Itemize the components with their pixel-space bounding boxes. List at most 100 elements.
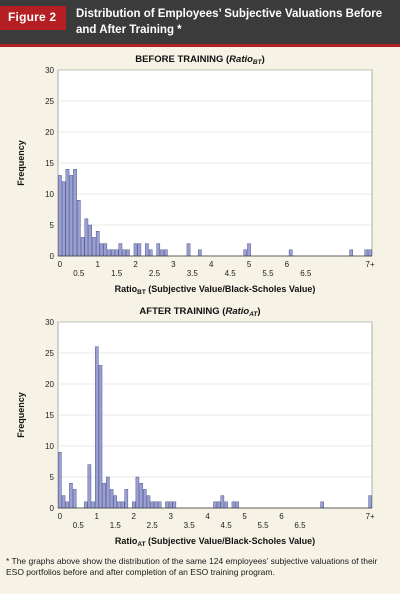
before-bar — [368, 249, 372, 257]
before-y-tick-label: 5 — [50, 221, 55, 230]
after-bar — [168, 501, 173, 509]
before-bar — [160, 249, 164, 257]
header-accent-rule — [0, 44, 400, 47]
after-bar — [154, 501, 158, 509]
before-bar — [243, 249, 248, 257]
after-y-tick-label: 5 — [50, 473, 55, 482]
after-x-tick-label: 3.5 — [184, 521, 196, 530]
before-bar — [364, 249, 369, 257]
before-chart-title: BEFORE TRAINING (RatioBT) — [135, 54, 265, 66]
before-training-chart: BEFORE TRAINING (RatioBT)05101520253000.… — [16, 54, 375, 296]
before-bar — [148, 249, 153, 257]
after-x-tick-label: 0 — [58, 512, 63, 521]
after-x-tick-label: 2.5 — [147, 521, 159, 530]
after-bar — [83, 501, 88, 509]
after-bar — [98, 365, 103, 509]
footnote: * The graphs above show the distribution… — [6, 556, 378, 577]
before-x-tick-label: 4 — [209, 260, 214, 269]
after-bar — [172, 501, 177, 509]
after-x-tick-label: 5.5 — [257, 521, 269, 530]
after-bar — [139, 482, 143, 509]
after-bar — [109, 489, 114, 509]
before-x-tick-label: 3.5 — [187, 269, 199, 278]
before-y-tick-label: 20 — [45, 128, 54, 137]
before-x-tick-label: 6.5 — [300, 269, 312, 278]
before-y-axis-label: Frequency — [16, 140, 26, 186]
after-bar — [146, 495, 151, 509]
before-x-tick-label: 7+ — [366, 260, 375, 269]
after-x-tick-label: 2 — [132, 512, 137, 521]
before-bar — [92, 237, 96, 257]
after-bar — [157, 501, 162, 509]
after-y-tick-label: 10 — [45, 442, 54, 451]
before-bar — [95, 230, 100, 257]
chart-title-end: ) — [262, 54, 265, 65]
after-y-tick-label: 15 — [45, 411, 54, 420]
after-y-axis-label: Frequency — [16, 392, 26, 438]
before-bar — [69, 175, 74, 257]
chart-title-main: BEFORE TRAINING ( — [135, 54, 230, 65]
after-bar — [102, 482, 106, 509]
after-bar — [117, 501, 121, 509]
before-bar — [88, 224, 92, 257]
before-bar — [84, 218, 89, 257]
before-training-chart-wrap: BEFORE TRAINING (RatioBT) 0 5 10 15 20 25 30 0 0.… — [0, 50, 400, 300]
after-bar — [124, 489, 129, 509]
after-x-tick-label: 0.5 — [73, 521, 85, 530]
before-bar — [145, 243, 149, 257]
after-x-tick-label: 4 — [205, 512, 210, 521]
after-x-tick-label: 7+ — [366, 512, 375, 521]
chart-title-main: AFTER TRAINING ( — [139, 306, 226, 317]
before-x-tick-label: 1 — [95, 260, 100, 269]
after-bar — [61, 495, 66, 509]
after-bar — [165, 501, 169, 509]
before-bar — [80, 237, 85, 257]
before-x-tick-label: 1.5 — [111, 269, 123, 278]
chart-title-end: ) — [257, 306, 260, 317]
before-x-tick-label: 2.5 — [149, 269, 161, 278]
before-bar — [198, 249, 202, 257]
before-bar — [247, 243, 251, 257]
before-bar — [114, 249, 119, 257]
before-y-tick-label: 30 — [45, 66, 54, 75]
before-bar — [137, 243, 142, 257]
before-bar — [111, 249, 115, 257]
before-bar — [349, 249, 353, 257]
after-x-tick-label: 6.5 — [294, 521, 306, 530]
before-x-tick-label: 4.5 — [225, 269, 237, 278]
before-bar — [99, 243, 104, 257]
before-bar — [288, 249, 293, 257]
after-bar — [213, 501, 217, 509]
x-label-subscript: AT — [137, 541, 145, 548]
after-chart-title: AFTER TRAINING (RatioAT) — [139, 306, 260, 318]
after-bar — [95, 346, 99, 509]
after-bar — [150, 501, 154, 509]
before-x-tick-label: 0 — [58, 260, 63, 269]
after-bar — [320, 501, 324, 509]
after-bar — [65, 501, 69, 509]
chart-title-subscript: AT — [248, 311, 258, 318]
before-y-tick-label: 25 — [45, 97, 54, 106]
after-bar — [235, 501, 239, 509]
before-bar — [107, 249, 111, 257]
before-x-axis-label: RatioBT (Subjective Value/Black-Scholes … — [115, 284, 316, 296]
after-x-tick-label: 5 — [242, 512, 247, 521]
after-bar — [368, 495, 372, 509]
before-x-tick-label: 3 — [171, 260, 176, 269]
after-bar — [131, 501, 136, 509]
x-label-main: Ratio — [115, 536, 138, 546]
after-bar — [87, 464, 92, 509]
after-x-tick-label: 6 — [279, 512, 284, 521]
before-bar — [186, 243, 191, 257]
after-y-tick-label: 0 — [50, 504, 55, 513]
before-bar — [61, 181, 66, 257]
before-x-tick-label: 2 — [133, 260, 138, 269]
x-label-main: Ratio — [115, 284, 138, 294]
figure-label: Figure 2 — [8, 10, 57, 24]
before-y-tick-label: 10 — [45, 190, 54, 199]
before-bar — [58, 175, 62, 257]
after-bar — [106, 476, 110, 509]
after-bar — [58, 451, 62, 509]
after-bar — [91, 501, 95, 509]
after-y-tick-label: 20 — [45, 380, 54, 389]
